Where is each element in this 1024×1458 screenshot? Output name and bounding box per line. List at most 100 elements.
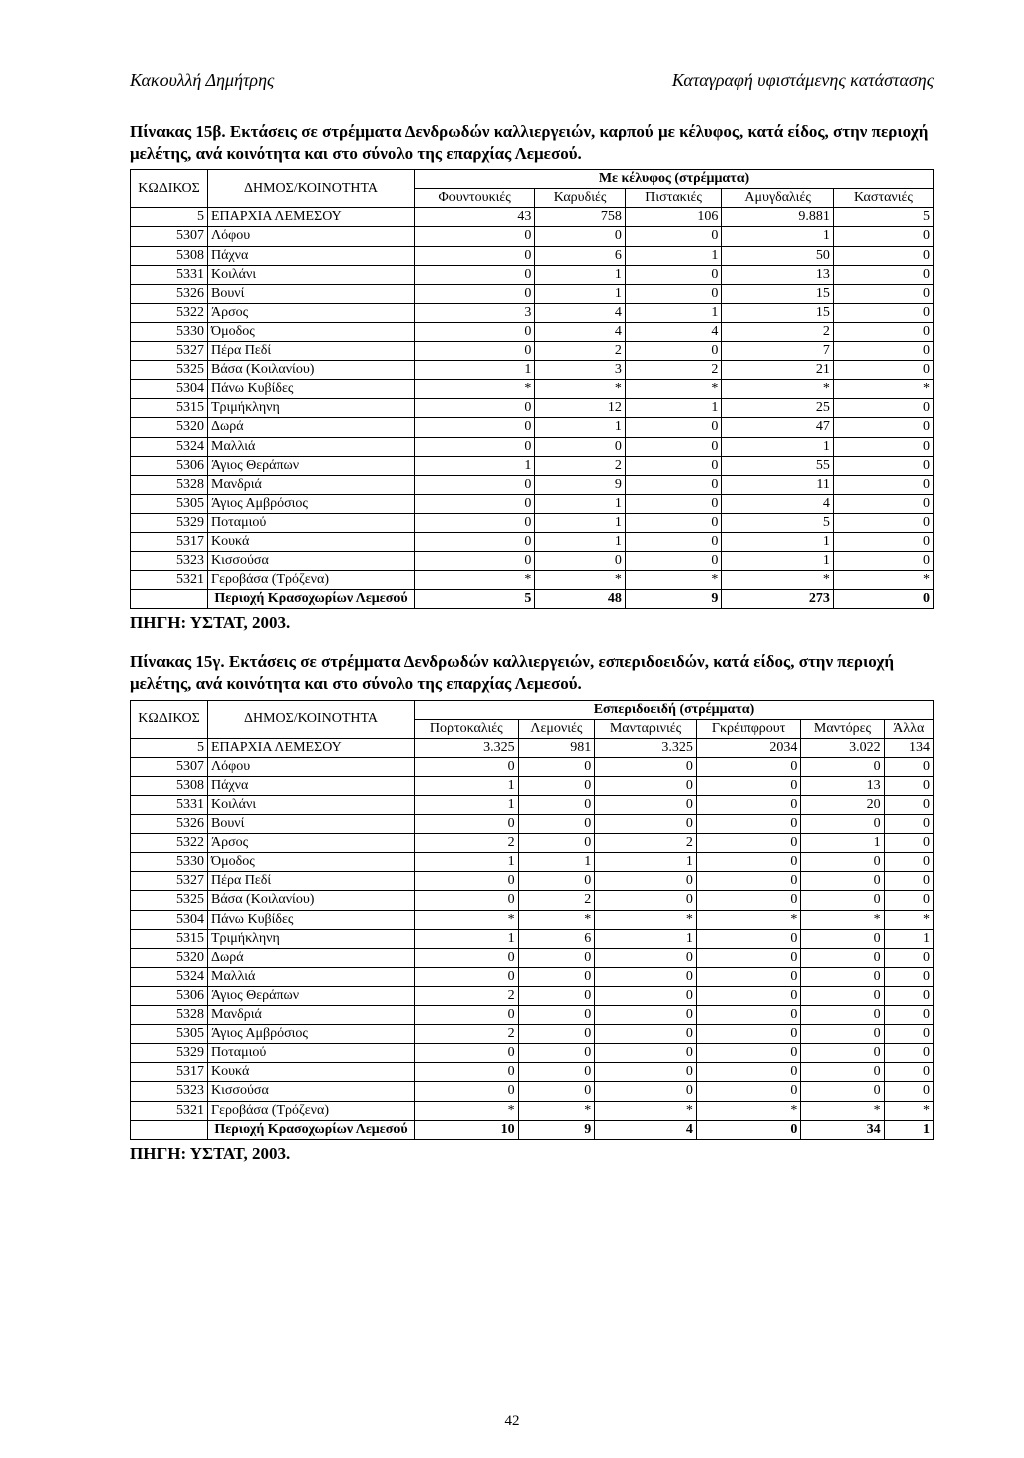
cell-name: Άγιος Αμβρόσιος: [208, 494, 415, 513]
cell-value: 1: [535, 265, 626, 284]
cell-value: 0: [833, 342, 933, 361]
cell-value: 0: [625, 265, 722, 284]
table-row: 5307Λόφου00010: [131, 227, 934, 246]
cell-code: 5322: [131, 834, 208, 853]
cell-value: 0: [696, 872, 800, 891]
cell-value: 4: [722, 494, 834, 513]
cell-value: 0: [884, 891, 933, 910]
cell-value: 13: [722, 265, 834, 284]
cell-name: Γεροβάσα (Τρόζενα): [208, 571, 415, 590]
column-header: Μανταρινιές: [595, 719, 697, 738]
cell-value: 0: [833, 246, 933, 265]
cell-value: 0: [833, 456, 933, 475]
cell-value: *: [595, 910, 697, 929]
cell-code: 5308: [131, 246, 208, 265]
cell-name: Κοιλάνι: [208, 796, 415, 815]
cell-code: 5328: [131, 475, 208, 494]
cell-code: 5330: [131, 322, 208, 341]
cell-value: 2: [415, 986, 519, 1005]
cell-value: 0: [884, 948, 933, 967]
table-row: 5305Άγιος Αμβρόσιος01040: [131, 494, 934, 513]
cell-value: 0: [625, 475, 722, 494]
cell-value: *: [415, 910, 519, 929]
cell-value: 0: [696, 891, 800, 910]
table2-group-header: Εσπεριδοειδή (στρέμματα): [415, 700, 934, 719]
column-header: Γκρέιπφρουτ: [696, 719, 800, 738]
cell-value: 0: [801, 853, 884, 872]
table-row: 5322Άρσος341150: [131, 303, 934, 322]
cell-value: 2: [415, 834, 519, 853]
cell-value: 0: [518, 872, 595, 891]
cell-code: 5326: [131, 284, 208, 303]
cell-value: 2: [722, 322, 834, 341]
cell-value: 0: [415, 437, 535, 456]
cell-value: 0: [518, 1025, 595, 1044]
cell-name: Μανδριά: [208, 1006, 415, 1025]
cell-value: 0: [884, 776, 933, 795]
cell-name: Άγιος Θεράπων: [208, 986, 415, 1005]
column-header: Αμυγδαλιές: [722, 189, 834, 208]
table-row: 5324Μαλλιά000000: [131, 967, 934, 986]
cell-value: 0: [833, 437, 933, 456]
table-row: 5325Βάσα (Κοιλανίου)020000: [131, 891, 934, 910]
cell-value: 1: [415, 796, 519, 815]
cell-value: 0: [518, 776, 595, 795]
cell-value: 0: [595, 776, 697, 795]
cell-value: 758: [535, 208, 626, 227]
cell-value: 0: [884, 872, 933, 891]
cell-value: 0: [625, 494, 722, 513]
cell-value: 0: [696, 1120, 800, 1139]
cell-value: 0: [696, 757, 800, 776]
cell-code: 5324: [131, 967, 208, 986]
cell-value: 0: [415, 418, 535, 437]
table-row: 5328Μανδριά090110: [131, 475, 934, 494]
cell-value: 0: [625, 513, 722, 532]
table2-title: Πίνακας 15γ. Εκτάσεις σε στρέμματα Δενδρ…: [130, 651, 934, 695]
cell-code: 5331: [131, 796, 208, 815]
cell-value: 0: [625, 532, 722, 551]
table-row: 5326Βουνί000000: [131, 815, 934, 834]
cell-value: 0: [415, 891, 519, 910]
cell-name: Γεροβάσα (Τρόζενα): [208, 1101, 415, 1120]
cell-value: 48: [535, 590, 626, 609]
cell-value: 0: [884, 853, 933, 872]
cell-value: 1: [884, 929, 933, 948]
cell-value: 0: [884, 834, 933, 853]
cell-value: 0: [415, 872, 519, 891]
cell-value: 0: [696, 1044, 800, 1063]
cell-value: 9: [535, 475, 626, 494]
table-row: 5ΕΠΑΡΧΙΑ ΛΕΜΕΣΟΥ437581069.8815: [131, 208, 934, 227]
cell-value: 273: [722, 590, 834, 609]
table-row: 5328Μανδριά000000: [131, 1006, 934, 1025]
cell-value: 1: [535, 284, 626, 303]
table-row: 5321Γεροβάσα (Τρόζενα)******: [131, 1101, 934, 1120]
cell-name: Τριμήκληνη: [208, 929, 415, 948]
cell-code: 5308: [131, 776, 208, 795]
cell-value: 0: [518, 967, 595, 986]
cell-code: 5323: [131, 552, 208, 571]
cell-value: 1: [415, 929, 519, 948]
cell-value: 0: [415, 475, 535, 494]
cell-value: 0: [415, 948, 519, 967]
cell-value: 9: [518, 1120, 595, 1139]
page-number: 42: [0, 1413, 1024, 1430]
table2-head: ΚΩΔΙΚΟΣ ΔΗΜΟΣ/ΚΟΙΝΟΤΗΤΑ Εσπεριδοειδή (στ…: [131, 700, 934, 738]
cell-value: 1: [722, 227, 834, 246]
cell-name: Πέρα Πεδί: [208, 342, 415, 361]
cell-name: Κοιλάνι: [208, 265, 415, 284]
cell-value: 0: [415, 1006, 519, 1025]
cell-value: 3.325: [595, 738, 697, 757]
cell-value: 0: [833, 532, 933, 551]
cell-name: Βουνί: [208, 284, 415, 303]
cell-code: 5328: [131, 1006, 208, 1025]
cell-value: 0: [535, 437, 626, 456]
cell-value: 0: [884, 796, 933, 815]
cell-value: 5: [415, 590, 535, 609]
cell-code: 5326: [131, 815, 208, 834]
cell-value: 1: [415, 456, 535, 475]
cell-value: 0: [833, 399, 933, 418]
cell-name: Κισσούσα: [208, 1082, 415, 1101]
cell-code: [131, 590, 208, 609]
cell-value: 0: [415, 246, 535, 265]
cell-code: 5315: [131, 399, 208, 418]
